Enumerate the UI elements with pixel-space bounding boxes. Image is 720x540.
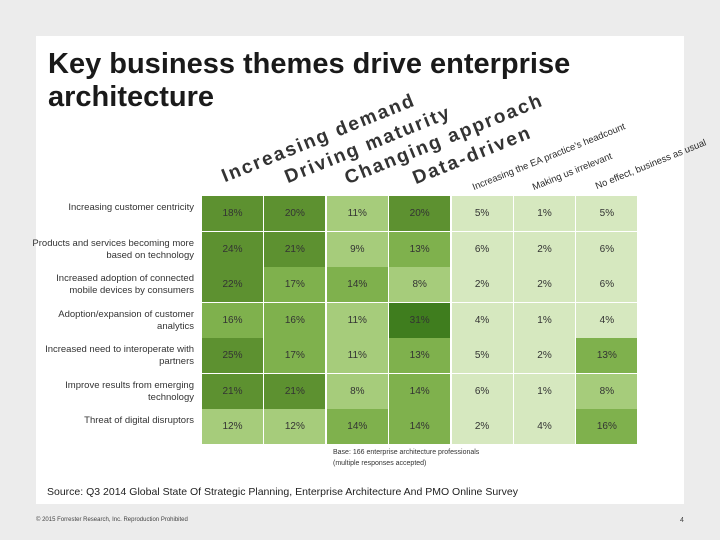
page-number: 4 [680,517,684,524]
table-cell: 4% [576,302,638,338]
table-cell: 13% [389,338,451,373]
table-cell: 6% [576,231,638,267]
table-cell: 14% [389,373,451,409]
table-cell: 21% [202,373,263,409]
table-cell: 4% [514,409,575,444]
table-cell: 14% [326,267,388,302]
table-cell: 11% [326,302,388,338]
table-cell: 11% [326,338,388,373]
table-cell: 6% [451,373,513,409]
table-cell: 16% [264,302,326,338]
row-label: Improve results from emerging technology [65,379,194,403]
table-cell: 4% [451,302,513,338]
table-cell: 14% [389,409,451,444]
source-note: Source: Q3 2014 Global State Of Strategi… [47,486,518,498]
row-label: Products and services becoming more base… [32,237,194,261]
table-cell: 31% [389,302,451,338]
table-cell: 18% [202,196,263,231]
row-label: Increasing customer centricity [68,202,194,213]
table-cell: 25% [202,338,263,373]
table-cell: 8% [326,373,388,409]
table-cell: 5% [451,338,513,373]
table-cell: 21% [264,373,326,409]
table-cell: 17% [264,267,326,302]
table-cell: 2% [514,267,575,302]
table-cell: 13% [389,231,451,267]
table-cell: 21% [264,231,326,267]
table-cell: 2% [451,409,513,444]
table-cell: 5% [576,196,638,231]
table-cell: 2% [451,267,513,302]
table-cell: 8% [576,373,638,409]
table-cell: 16% [576,409,638,444]
table-cell: 16% [202,302,263,338]
row-label: Increased adoption of connected mobile d… [56,273,194,296]
table-cell: 2% [514,231,575,267]
table-cell: 17% [264,338,326,373]
row-label: Adoption/expansion of customer analytics [58,308,194,332]
table-cell: 12% [264,409,326,444]
table-cell: 24% [202,231,263,267]
table-cell: 20% [389,196,451,231]
table-cell: 20% [264,196,326,231]
table-cell: 1% [514,196,575,231]
page-title: Key business themes drive enterprise arc… [48,48,571,113]
row-label: Threat of digital disruptors [84,415,194,426]
row-label: Increased need to interoperate with part… [45,344,194,367]
table-cell: 11% [326,196,388,231]
table-cell: 9% [326,231,388,267]
table-cell: 13% [576,338,638,373]
base-note-line-1: Base: 166 enterprise architecture profes… [333,449,480,456]
table-cell: 6% [451,231,513,267]
table-cell: 5% [451,196,513,231]
copyright-footer: © 2015 Forrester Research, Inc. Reproduc… [36,517,188,523]
table-cell: 1% [514,373,575,409]
table-cell: 12% [202,409,263,444]
table-cell: 6% [576,267,638,302]
table-cell: 22% [202,267,263,302]
table-cell: 2% [514,338,575,373]
table-cell: 14% [326,409,388,444]
table-cell: 1% [514,302,575,338]
table-cell: 8% [389,267,451,302]
base-note-line-2: (multiple responses accepted) [333,460,427,467]
base-note: Base: 166 enterprise architecture profes… [333,447,479,469]
